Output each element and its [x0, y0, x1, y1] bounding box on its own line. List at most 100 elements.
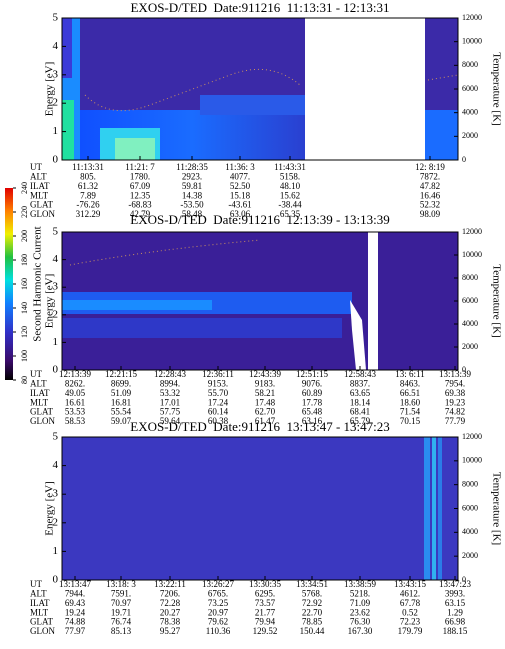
ephemeris-cell: 17.48 — [255, 397, 276, 407]
y2-tick-label: 10000 — [462, 456, 482, 465]
y2-tick-label: 12000 — [462, 227, 482, 236]
ephemeris-cell: 73.25 — [208, 598, 229, 608]
ephemeris-row-label: MLT — [30, 190, 49, 200]
y2-axis-label: Temperature [K] — [490, 472, 502, 545]
y-tick-label: 3 — [53, 68, 59, 80]
ephemeris-cell: 77.97 — [65, 626, 86, 636]
ephemeris-cell: 16.46 — [420, 190, 441, 200]
ephemeris-cell: -76.26 — [76, 200, 100, 210]
ephemeris-cell: 312.29 — [76, 209, 101, 219]
y2-tick-label: 10000 — [462, 250, 482, 259]
ephemeris-row-label: ILAT — [30, 598, 50, 608]
ephemeris-cell: 52.32 — [420, 200, 440, 210]
ephemeris-cell: 19.23 — [445, 397, 466, 407]
ephemeris-cell: 12:21:15 — [105, 369, 138, 379]
ephemeris-cell: 110.36 — [206, 626, 231, 636]
ephemeris-row-label: GLON — [30, 209, 55, 219]
ephemeris-cell: 63.16 — [302, 416, 323, 426]
y-tick-label: 5 — [53, 12, 59, 24]
y2-tick-label: 2000 — [462, 131, 478, 140]
ephemeris-cell: 70.97 — [111, 598, 132, 608]
ephemeris-cell: 13:43:15 — [394, 579, 427, 589]
ephemeris-cell: 14.38 — [182, 190, 203, 200]
ephemeris-cell: 65.79 — [350, 416, 371, 426]
ephemeris-cell: 13: 6:11 — [395, 369, 424, 379]
ephemeris-cell: 60.14 — [208, 407, 229, 417]
ephemeris-cell: 73.57 — [255, 598, 276, 608]
ephemeris-cell: 48.10 — [280, 181, 301, 191]
ephemeris-cell: 51.09 — [111, 388, 132, 398]
ephemeris-cell: 7872. — [420, 171, 440, 181]
ephemeris-cell: 71.09 — [350, 598, 371, 608]
y2-tick-label: 0 — [462, 365, 466, 374]
ephemeris-cell: 63.15 — [445, 598, 466, 608]
ephemeris-cell: 76.74 — [111, 617, 132, 627]
ephemeris-cell: 67.78 — [400, 598, 421, 608]
ephemeris-cell: 167.30 — [348, 626, 373, 636]
ephemeris-cell: 12:36:11 — [202, 369, 234, 379]
ephemeris-cell: 13:13:47 — [59, 579, 92, 589]
ephemeris-cell: 21.77 — [255, 607, 276, 617]
ephemeris-cell: 8837. — [350, 378, 370, 388]
y2-tick-label: 8000 — [462, 479, 478, 488]
ephemeris-row-label: GLON — [30, 416, 55, 426]
y2-tick-label: 8000 — [462, 60, 478, 69]
ephemeris-cell: 7206. — [160, 588, 180, 598]
y-tick-label: 2 — [53, 308, 59, 320]
ephemeris-cell: 16.81 — [111, 397, 131, 407]
ephemeris-cell: 0.52 — [402, 607, 418, 617]
ephemeris-cell: 11:36: 3 — [225, 162, 255, 172]
y2-tick-label: 2000 — [462, 551, 478, 560]
ephemeris-cell: 62.70 — [255, 407, 276, 417]
ephemeris-cell: 58.53 — [65, 416, 86, 426]
ephemeris-cell: 13:38:59 — [344, 579, 377, 589]
ephemeris-cell: 66.51 — [400, 388, 420, 398]
ephemeris-cell: 6765. — [208, 588, 228, 598]
ephemeris-cell: 9153. — [208, 378, 228, 388]
ephemeris-cell: 60.38 — [208, 416, 229, 426]
ephemeris-cell: 63.65 — [350, 388, 371, 398]
ephemeris-cell: 6295. — [255, 588, 275, 598]
ephemeris-cell: 11:13:31 — [72, 162, 104, 172]
ephemeris-cell: 18.14 — [350, 397, 371, 407]
ephemeris-row-label: ILAT — [30, 388, 50, 398]
ephemeris-cell: 47.82 — [420, 181, 440, 191]
chart-title: EXOS-D/TED Date:911216 12:13:39 - 13:13:… — [130, 212, 390, 227]
ephemeris-cell: 12:13:39 — [59, 369, 92, 379]
ephemeris-cell: 179.79 — [398, 626, 423, 636]
ephemeris-cell: 49.05 — [65, 388, 86, 398]
ephemeris-cell: 23.62 — [350, 607, 370, 617]
ephemeris-cell: 12:58:43 — [344, 369, 377, 379]
ephemeris-cell: 66.98 — [445, 617, 466, 627]
y-tick-label: 0 — [53, 574, 59, 586]
ephemeris-cell: 4077. — [230, 171, 250, 181]
ephemeris-row-label: GLON — [30, 626, 55, 636]
ephemeris-cell: 1.29 — [447, 607, 463, 617]
ephemeris-row-label: ALT — [30, 378, 47, 388]
ephemeris-cell: 20.97 — [208, 607, 229, 617]
y2-tick-label: 4000 — [462, 527, 478, 536]
colorbar-tick-label: 240 — [20, 182, 29, 194]
ephemeris-cell: 13:13:39 — [439, 369, 472, 379]
ephemeris-cell: 7.89 — [80, 190, 96, 200]
colorbar-label: Second Harmonic Current — [32, 226, 44, 341]
ephemeris-cell: 53.32 — [160, 388, 180, 398]
y-tick-label: 1 — [53, 125, 59, 137]
ephemeris-row-label: MLT — [30, 397, 49, 407]
ephemeris-row-label: MLT — [30, 607, 49, 617]
ephemeris-cell: 69.43 — [65, 598, 86, 608]
y-axis-label: Energy [eV] — [44, 481, 56, 535]
ephemeris-cell: 71.54 — [400, 407, 421, 417]
y2-tick-label: 0 — [462, 155, 466, 164]
ephemeris-cell: 150.44 — [300, 626, 325, 636]
colorbar — [5, 188, 13, 380]
ephemeris-cell: 13:30:35 — [249, 579, 282, 589]
ephemeris-cell: 65.35 — [280, 209, 301, 219]
ephemeris-cell: 95.27 — [160, 626, 181, 636]
ephemeris-cell: 53.53 — [65, 407, 86, 417]
ephemeris-cell: 12.35 — [130, 190, 151, 200]
ephemeris-cell: 69.38 — [445, 388, 466, 398]
ephemeris-cell: 79.62 — [208, 617, 228, 627]
ephemeris-cell: -38.44 — [278, 200, 302, 210]
ephemeris-row-label: UT — [30, 369, 42, 379]
